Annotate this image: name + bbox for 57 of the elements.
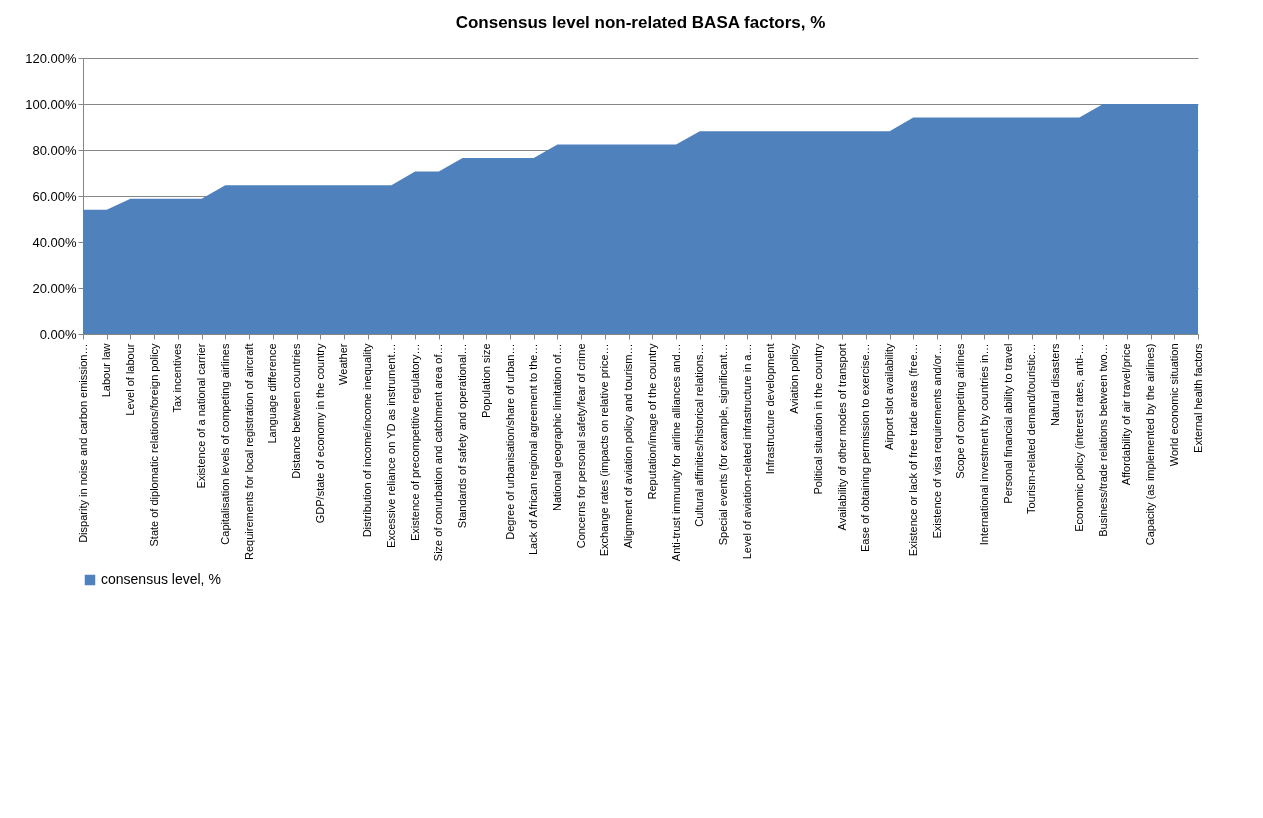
x-tick-label: Affordability of air travel/price [1120, 343, 1133, 486]
x-tick-label: Political situation in the country [811, 343, 824, 495]
x-tick-label: Existence of precompetitive regulatory… [408, 343, 421, 541]
x-tick-label: Distance between countries [290, 343, 303, 479]
y-tick-label: 120.00% [25, 50, 77, 66]
y-tick-label: 0.00% [39, 326, 77, 342]
x-tick-label: Infrastructure development [764, 343, 777, 475]
x-tick-label: International investment by countries in… [977, 343, 990, 546]
x-tick-label: Existence of a national carrier [195, 343, 208, 489]
x-tick-label: Standards of safety and operational… [456, 343, 469, 529]
y-tick-label: 100.00% [25, 96, 77, 112]
x-tick-label: Lack of African regional agreement to the… [527, 343, 540, 556]
y-tick-label: 40.00% [32, 234, 77, 250]
x-tick-label: Economic policy (interest rates, anti-… [1072, 343, 1085, 532]
y-tick-label: 20.00% [32, 280, 77, 296]
x-tick-label: Labour law [100, 343, 113, 398]
x-tick-label: Natural disasters [1049, 343, 1062, 427]
x-tick-label: Concerns for personal safety/fear of crime [574, 343, 587, 549]
x-tick-label: Availability of other modes of transport [835, 343, 848, 531]
x-tick-label: Ease of obtaining permission to exercise… [859, 343, 872, 552]
x-tick-label: Business/trade relations between two… [1096, 343, 1109, 537]
x-tick-label: Alignment of aviation policy and tourism… [622, 343, 635, 549]
x-tick-label: Requirements for local registration of aircraft [242, 343, 255, 560]
x-tick-label: Aviation policy [788, 343, 801, 414]
x-tick-label: Capacity (as implemented by the airlines) [1144, 343, 1157, 546]
x-tick-label: Weather [337, 343, 350, 385]
x-tick-label: Existence or lack of free trade areas (free… [906, 343, 919, 557]
y-tick-label: 60.00% [32, 188, 77, 204]
x-tick-label: Degree of urbanisation/share of urban… [503, 343, 516, 540]
x-tick-label: GDP/state of economy in the country [313, 343, 326, 524]
x-tick-label: Excessive reliance on YD as instrument… [384, 343, 397, 549]
x-tick-label: Capitalisation levels of competing airlines [218, 343, 231, 545]
x-tick-label: Population size [479, 343, 492, 419]
x-tick-label: Level of labour [123, 343, 136, 416]
y-tick-label: 80.00% [32, 142, 77, 158]
x-tick-label: Scope of competing airlines [954, 343, 967, 479]
x-tick-label: State of diplomatic relations/foreign policy [147, 343, 160, 547]
x-tick-label: Cultural affinities/historical relations… [693, 343, 706, 527]
x-tick-label: Disparity in noise and carbon emission… [76, 343, 89, 543]
x-tick-label: Reputation/image of the country [645, 343, 658, 500]
x-tick-label: Airport slot availability [883, 343, 896, 450]
x-tick-label: Special events (for example, significant… [717, 343, 730, 546]
x-tick-label: Existence of visa requirements and/or… [930, 343, 943, 539]
x-tick-label: External health factors [1191, 343, 1204, 453]
x-tick-label: Language difference [266, 343, 279, 444]
chart-title: Consensus level non-related BASA factors, % [455, 13, 826, 32]
x-tick-label: National geographic limitation of… [550, 343, 563, 512]
x-tick-label: Anti-trust immunity for airline alliances and… [669, 343, 682, 562]
x-tick-label: Level of aviation-related infrastructure in a… [740, 343, 753, 560]
x-tick-label: Distribution of income/income inequality [361, 343, 374, 538]
x-tick-label: Size of conurbation and catchment area of… [432, 343, 445, 562]
x-tick-label: Personal financial ability to travel [1001, 343, 1014, 504]
legend-label: consensus level, % [101, 571, 221, 587]
x-tick-label: World economic situation [1167, 343, 1180, 467]
x-tick-label: Tourism-related demand/touristic… [1025, 343, 1038, 515]
x-tick-label: Exchange rates (impacts on relative price… [598, 343, 611, 557]
x-tick-label: Tax incentives [171, 343, 184, 413]
